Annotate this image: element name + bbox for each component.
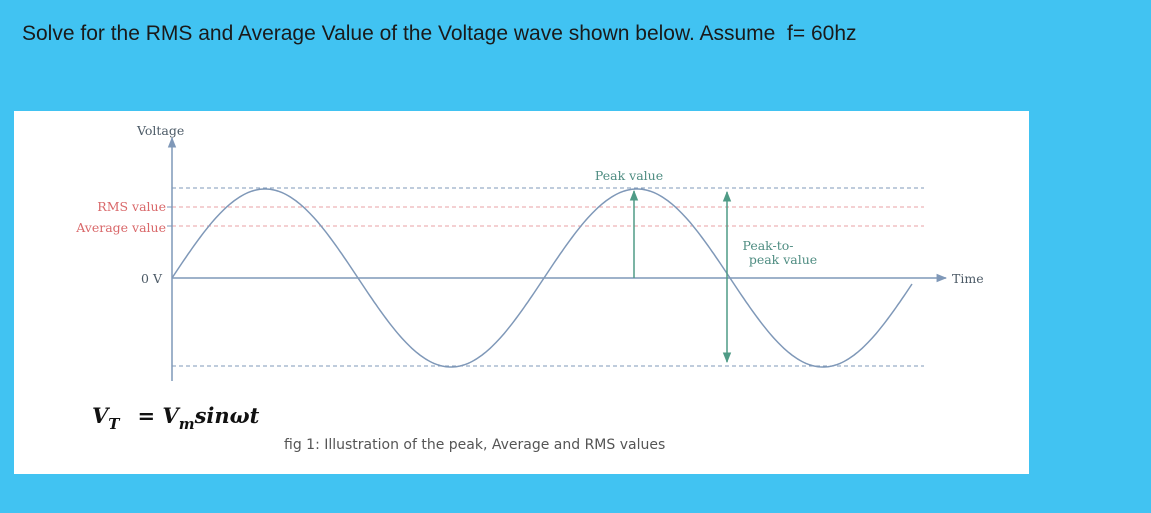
voltage-formula: VT = Vmsinωt bbox=[92, 403, 260, 433]
formula-rhs: V bbox=[162, 403, 179, 428]
question-text: Solve for the RMS and Average Value of t… bbox=[22, 22, 857, 45]
peak-to-peak-label-line1: Peak-to- bbox=[742, 238, 793, 253]
waveform-diagram: Voltage Time 0 V RMS value Average value… bbox=[75, 123, 984, 381]
average-value-label: Average value bbox=[75, 220, 166, 235]
figure-caption: fig 1: Illustration of the peak, Average… bbox=[284, 437, 666, 453]
formula-lhs: V bbox=[92, 403, 109, 428]
x-axis-label: Time bbox=[952, 271, 984, 286]
formula-lhs-subscript: T bbox=[108, 415, 120, 433]
figure-panel: Voltage Time 0 V RMS value Average value… bbox=[14, 111, 1029, 474]
formula-rhs-tail: sinωt bbox=[194, 403, 260, 428]
formula-equals: = bbox=[137, 403, 156, 428]
zero-volt-label: 0 V bbox=[141, 271, 163, 286]
voltage-sine-wave bbox=[171, 188, 913, 368]
rms-value-label: RMS value bbox=[97, 199, 166, 214]
y-axis-label: Voltage bbox=[136, 123, 184, 138]
formula-rhs-subscript: m bbox=[178, 415, 195, 433]
peak-value-label: Peak value bbox=[595, 168, 663, 183]
peak-to-peak-label-line2: peak value bbox=[749, 252, 817, 267]
